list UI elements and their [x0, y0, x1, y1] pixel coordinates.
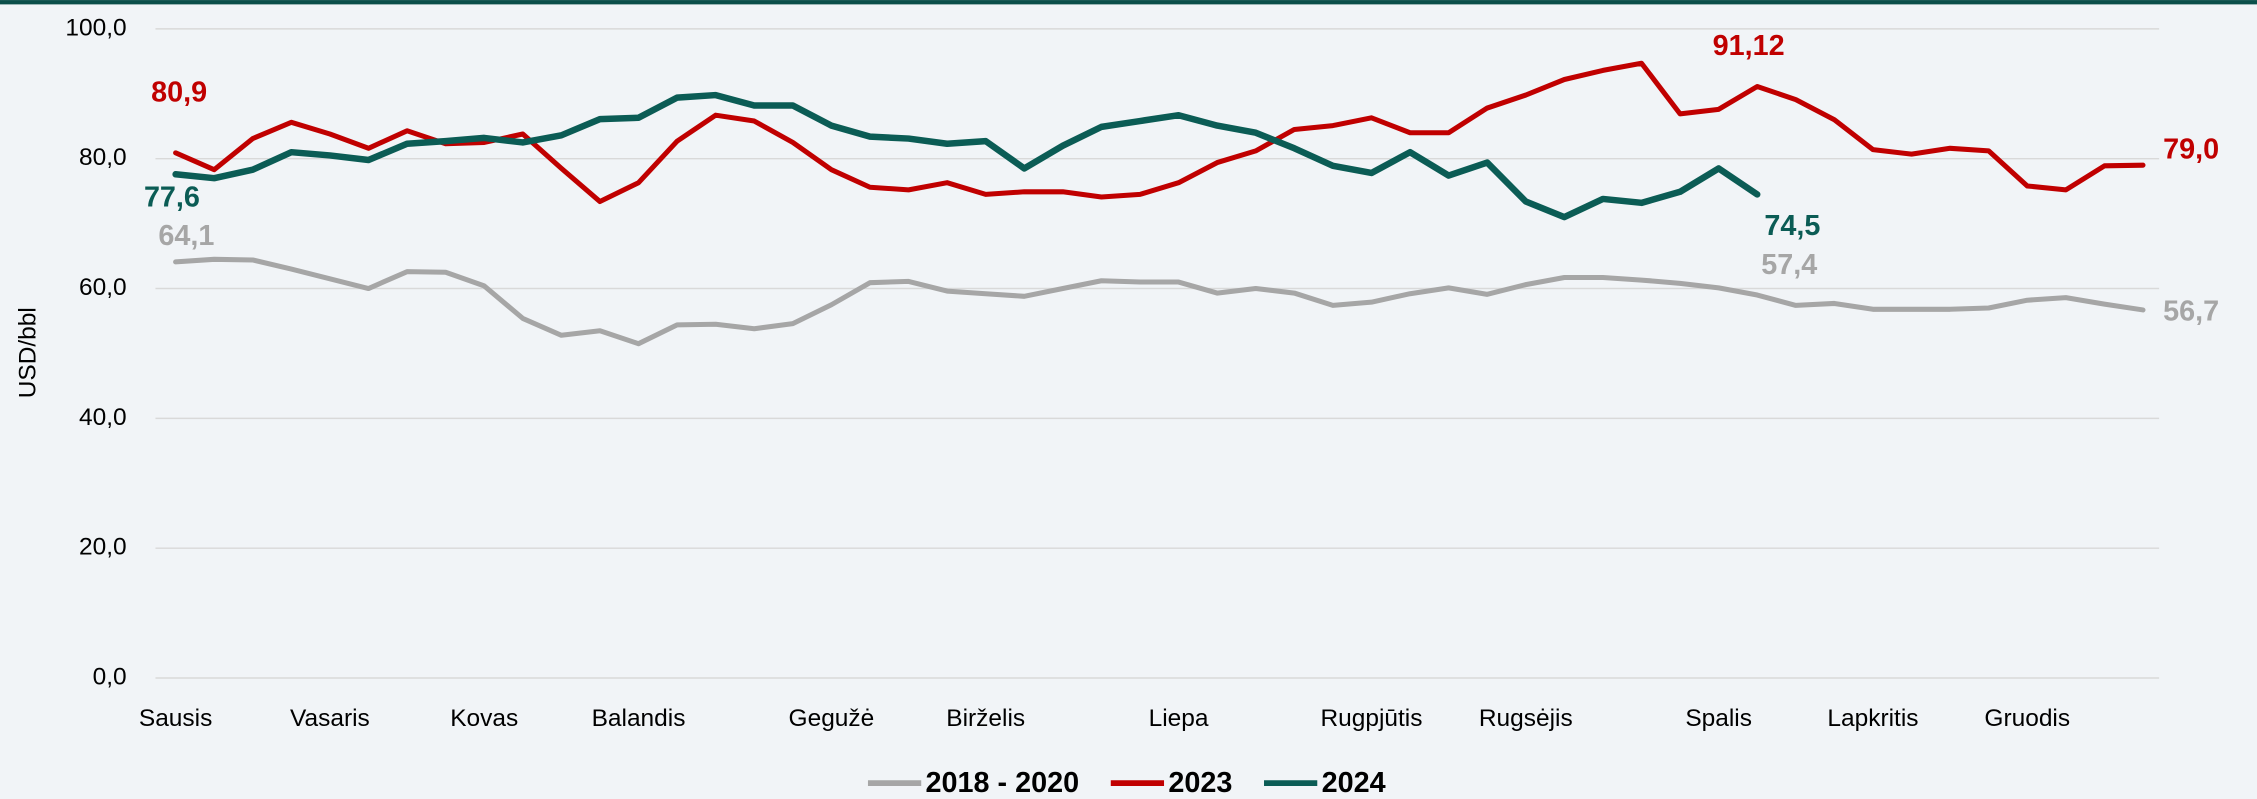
legend-label: 2023: [1168, 767, 1232, 799]
y-axis-label: USD/bbl: [14, 307, 41, 398]
y-tick-label: 20,0: [79, 534, 127, 561]
data-label: 56,7: [2163, 295, 2219, 327]
data-label: 57,4: [1761, 249, 1817, 281]
series-line: [173, 60, 2146, 205]
x-tick-label: Rugsėjis: [1479, 705, 1573, 732]
top-border: [0, 0, 2257, 5]
x-tick-label: Balandis: [592, 705, 686, 732]
data-label: 79,0: [2163, 133, 2219, 165]
x-tick-label: Sausis: [139, 705, 212, 732]
x-tick-label: Liepa: [1149, 705, 1209, 732]
data-label: 80,9: [151, 76, 207, 108]
y-tick-label: 100,0: [65, 14, 126, 41]
data-label: 91,12: [1713, 30, 1785, 62]
y-tick-label: 0,0: [93, 663, 127, 690]
y-tick-label: 40,0: [79, 404, 127, 431]
series-line: [172, 91, 1761, 221]
x-tick-label: Rugpjūtis: [1320, 705, 1422, 732]
data-label: 64,1: [158, 220, 214, 252]
x-tick-label: Gruodis: [1984, 705, 2070, 732]
x-tick-label: Birželis: [946, 705, 1025, 732]
series-line: [173, 256, 2146, 347]
x-tick-label: Spalis: [1685, 705, 1752, 732]
y-tick-label: 80,0: [79, 144, 127, 171]
x-tick-label: Vasaris: [290, 705, 370, 732]
legend-label: 2018 - 2020: [926, 767, 1080, 799]
data-label: 74,5: [1764, 210, 1820, 242]
x-tick-label: Lapkritis: [1827, 705, 1918, 732]
x-tick-label: Gegužė: [789, 705, 875, 732]
x-tick-label: Kovas: [450, 705, 518, 732]
y-tick-label: 60,0: [79, 274, 127, 301]
legend-label: 2024: [1322, 767, 1386, 799]
data-label: 77,6: [144, 181, 200, 213]
